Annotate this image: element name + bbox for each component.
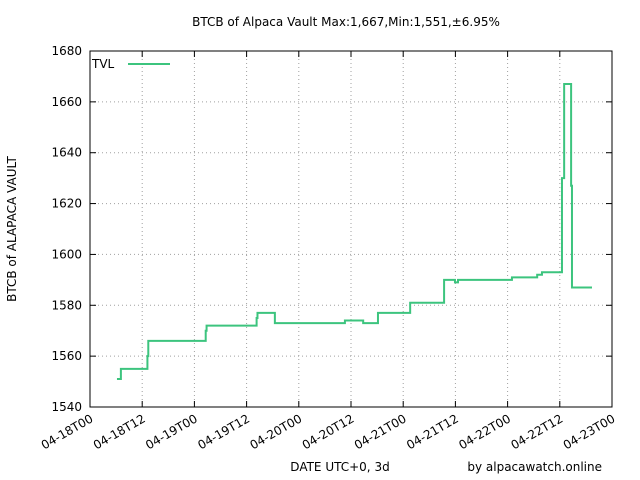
annotation: by alpacawatch.online bbox=[467, 460, 602, 474]
y-tick-label: 1620 bbox=[51, 197, 82, 211]
y-axis-label: BTCB of ALAPACA VAULT bbox=[5, 155, 19, 301]
x-tick-label: 04-23T00 bbox=[561, 411, 618, 452]
chart-title: BTCB of Alpaca Vault Max:1,667,Min:1,551… bbox=[192, 15, 500, 29]
y-tick-label: 1580 bbox=[51, 298, 82, 312]
legend-label: TVL bbox=[91, 57, 115, 71]
y-tick-label: 1540 bbox=[51, 400, 82, 414]
plot-frame bbox=[89, 50, 613, 408]
x-tick-label: 04-22T12 bbox=[509, 411, 566, 452]
y-tick-label: 1640 bbox=[51, 146, 82, 160]
y-tick-label: 1560 bbox=[51, 349, 82, 363]
x-tick-label: 04-18T00 bbox=[39, 411, 96, 452]
x-tick-label: 04-22T00 bbox=[456, 411, 513, 452]
x-tick-label: 04-20T12 bbox=[300, 411, 357, 452]
y-tick-label: 1660 bbox=[51, 95, 82, 109]
x-tick-label: 04-21T12 bbox=[404, 411, 461, 452]
y-tick-label: 1680 bbox=[51, 44, 82, 58]
x-tick-label: 04-20T00 bbox=[248, 411, 305, 452]
x-tick-label: 04-18T12 bbox=[91, 411, 148, 452]
x-axis-label: DATE UTC+0, 3d bbox=[290, 460, 389, 474]
x-tick-label: 04-19T12 bbox=[195, 411, 252, 452]
y-tick-label: 1600 bbox=[51, 247, 82, 261]
tvl-line bbox=[116, 83, 592, 381]
x-tick-label: 04-19T00 bbox=[143, 411, 200, 452]
x-tick-label: 04-21T00 bbox=[352, 411, 409, 452]
